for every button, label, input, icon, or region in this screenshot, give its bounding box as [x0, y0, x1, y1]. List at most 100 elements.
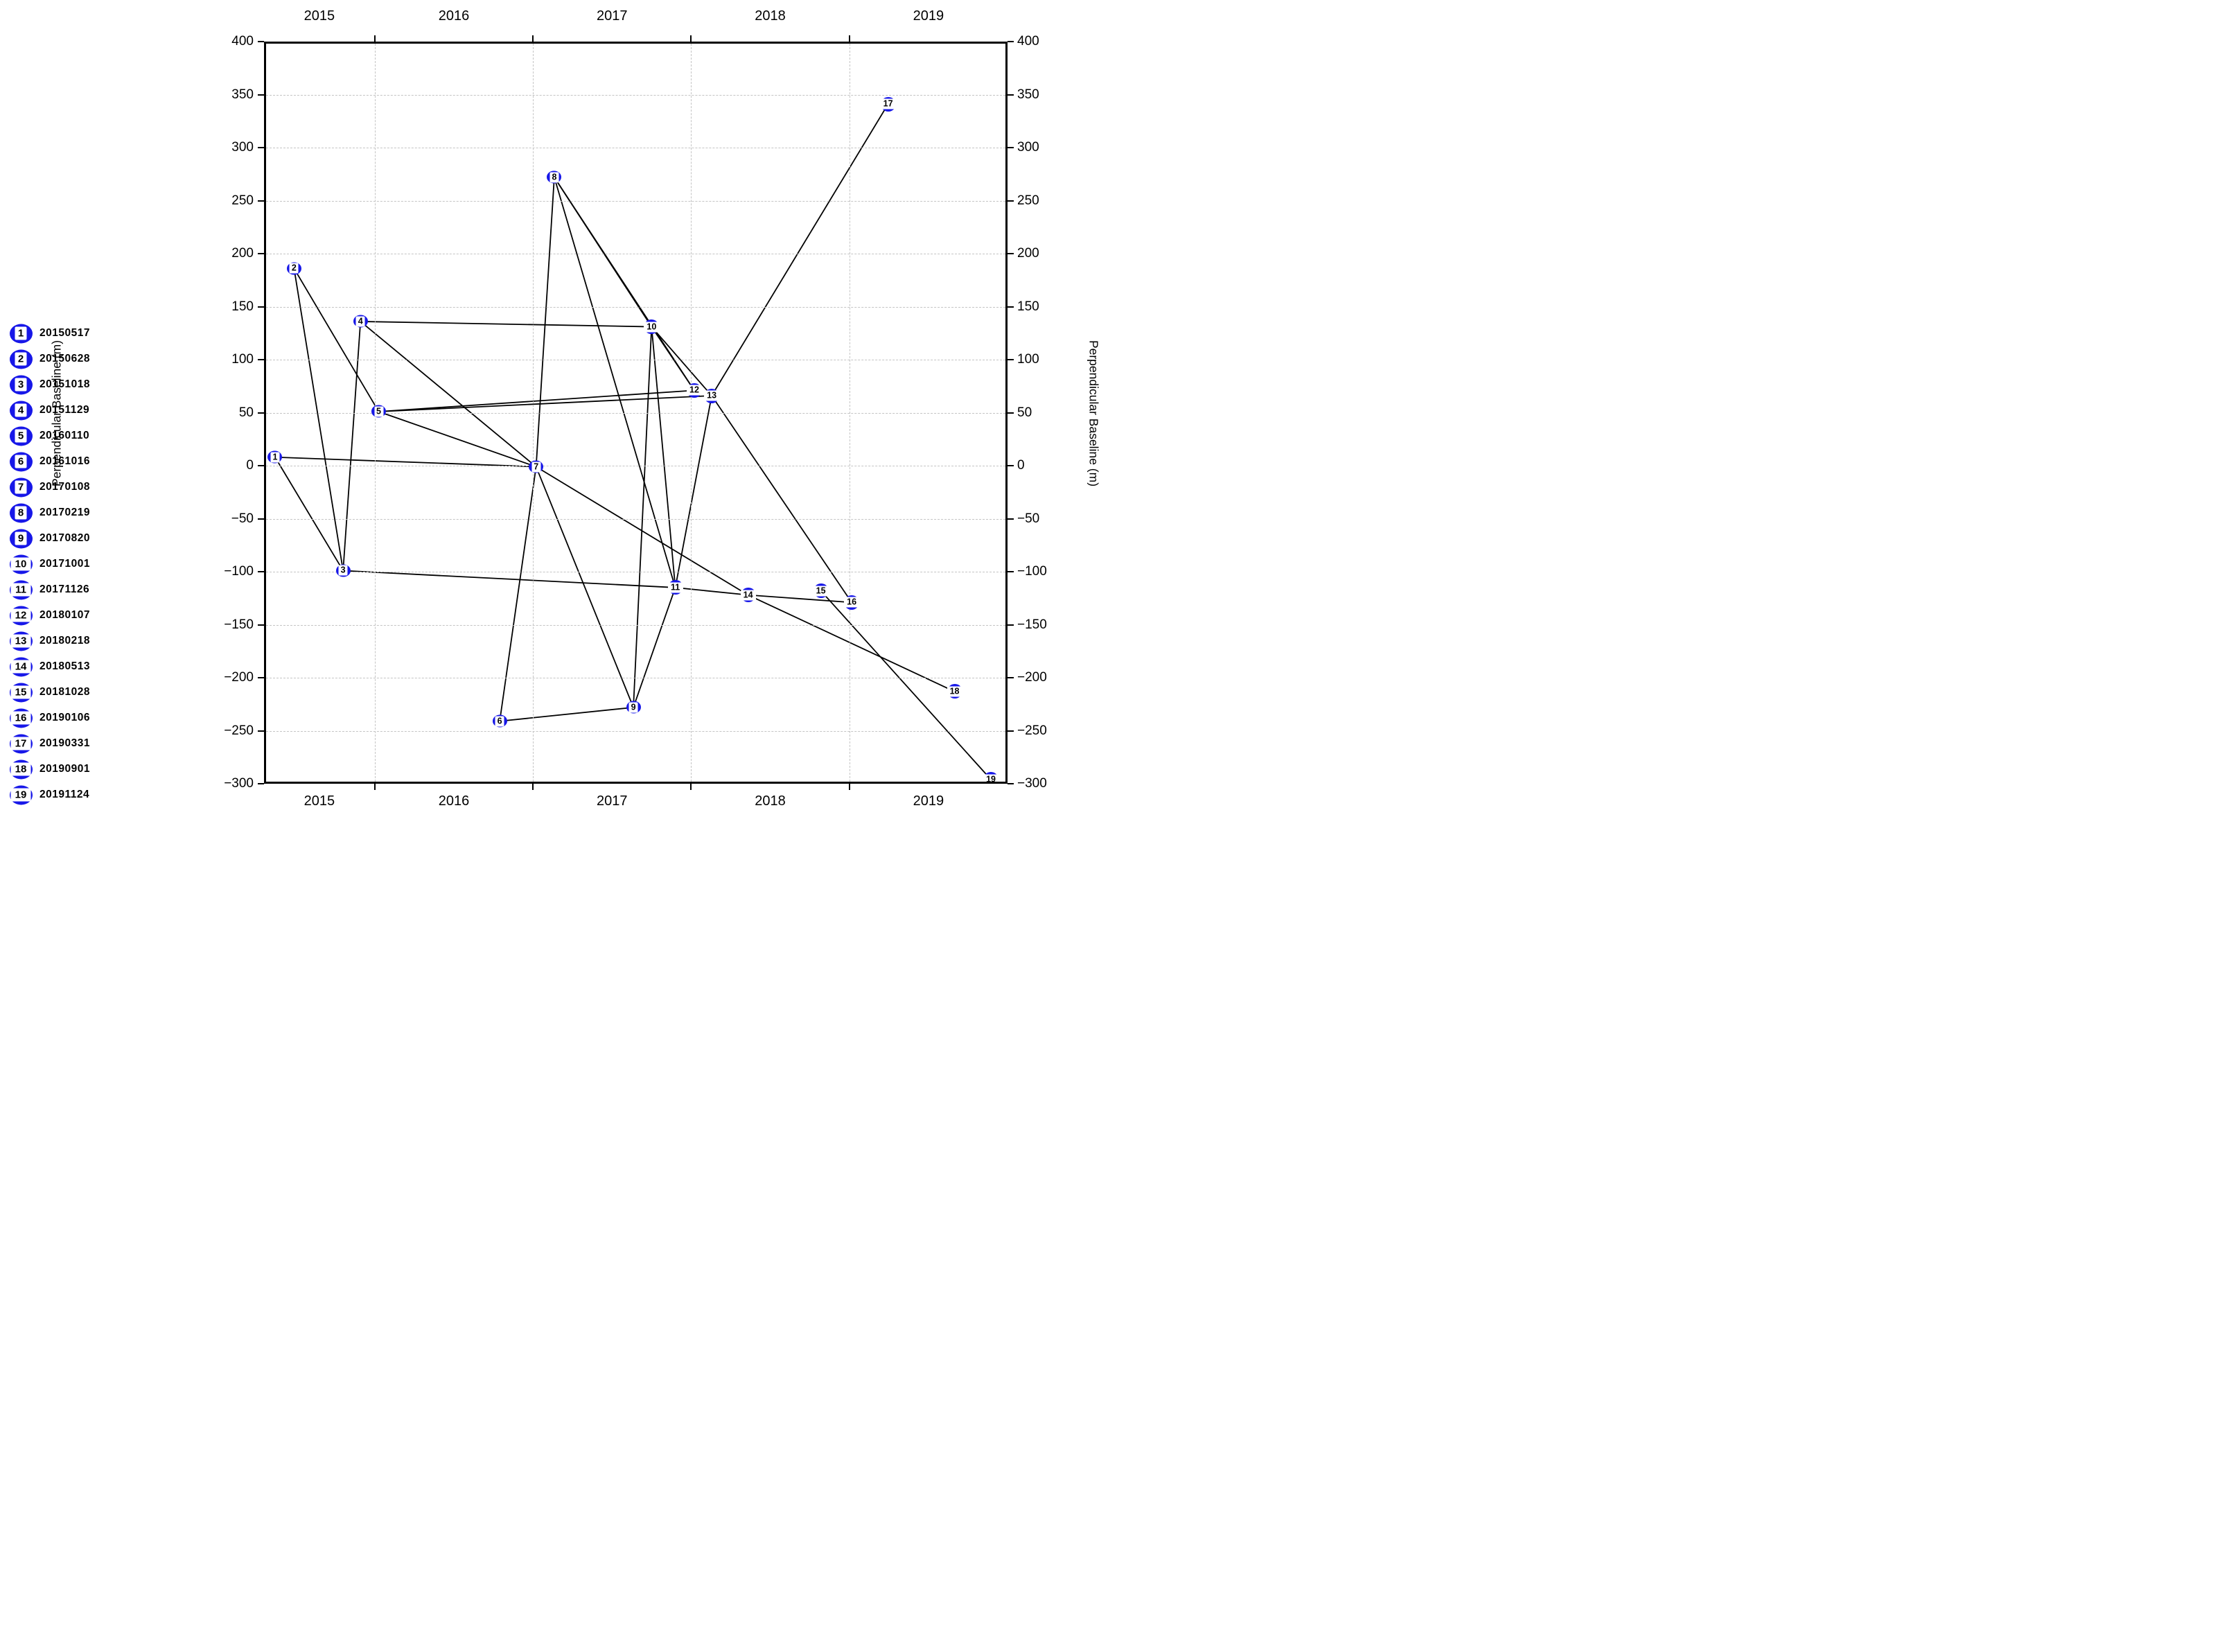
legend-number: 16	[10, 711, 31, 725]
pair-line-2-5	[293, 267, 380, 412]
legend-date: 20190901	[39, 763, 90, 775]
legend-item-15: 15 20181028	[0, 682, 159, 703]
legend-item-17: 17 20190331	[0, 733, 159, 754]
y-tick-label-right: 250	[1017, 193, 1039, 208]
y-tick	[258, 147, 264, 148]
node-number: 19	[983, 774, 999, 782]
y-tick-label-right: 400	[1017, 34, 1039, 49]
pair-line-1-7	[274, 456, 536, 468]
pair-line-3-11	[343, 570, 676, 588]
scene-node-15: 15	[813, 583, 829, 599]
baseline-network-plot: 1 20150517 2 20150628 3 20151018 4 20151129 5 201…	[0, 0, 1117, 826]
y-tick	[1008, 253, 1014, 254]
y-tick-label-left: −100	[224, 564, 254, 579]
y-tick-label-right: 100	[1017, 352, 1039, 367]
y-tick-label-right: 150	[1017, 299, 1039, 314]
legend-item-18: 18 20190901	[0, 759, 159, 780]
x-year-label-top: 2016	[438, 8, 470, 24]
legend-marker-icon: 17	[9, 734, 33, 753]
gridline-y	[266, 94, 1005, 96]
y-tick-label-left: −50	[231, 511, 254, 526]
legend-number: 14	[10, 660, 31, 674]
node-number: 18	[947, 686, 962, 697]
pair-line-5-7	[378, 411, 536, 468]
x-tick	[373, 784, 376, 790]
y-tick	[258, 571, 264, 572]
gridline-y	[266, 412, 1005, 414]
y-tick	[1008, 677, 1014, 678]
legend-date: 20190106	[39, 712, 90, 723]
legend-marker-icon: 12	[9, 606, 33, 625]
legend-date: 20180513	[39, 660, 90, 672]
y-tick	[258, 359, 264, 360]
node-number: 3	[338, 565, 348, 576]
y-tick-label-right: 300	[1017, 140, 1039, 155]
y-tick-label-left: 150	[231, 299, 254, 314]
y-tick-label-left: 50	[238, 405, 254, 420]
y-tick	[258, 94, 264, 96]
legend-number: 10	[10, 557, 31, 571]
legend-date: 20150628	[39, 353, 90, 364]
legend-marker-icon: 9	[9, 529, 33, 548]
legend-number: 4	[15, 403, 27, 417]
x-year-label-top: 2017	[597, 8, 628, 24]
y-tick-label-right: −100	[1017, 564, 1047, 579]
node-number: 13	[704, 390, 720, 401]
legend-marker-icon: 7	[9, 477, 33, 497]
y-tick	[258, 624, 264, 626]
y-tick	[258, 200, 264, 202]
pair-line-5-12	[378, 389, 695, 412]
node-number: 7	[531, 462, 541, 473]
legend-date: 20180107	[39, 609, 90, 621]
scene-node-11: 11	[667, 580, 683, 595]
legend-number: 12	[10, 608, 31, 622]
legend-number: 3	[15, 378, 27, 392]
legend-number: 8	[15, 506, 27, 520]
legend-date: 20150517	[39, 327, 90, 339]
legend-marker-icon: 8	[9, 503, 33, 522]
gridline-y	[266, 518, 1005, 520]
x-year-label-bottom: 2019	[913, 793, 944, 809]
x-tick	[373, 35, 376, 42]
legend-number: 17	[10, 737, 31, 750]
legend-date: 20170219	[39, 507, 90, 518]
legend-number: 18	[10, 762, 31, 776]
scene-node-18: 18	[947, 684, 962, 699]
legend-marker-icon: 2	[9, 349, 33, 369]
y-tick	[1008, 94, 1014, 96]
legend-number: 2	[15, 352, 27, 366]
y-tick-label-right: 50	[1017, 405, 1032, 420]
legend-date: 20170108	[39, 481, 90, 493]
legend-date: 20170820	[39, 532, 90, 544]
scene-node-2: 2	[286, 262, 301, 275]
pair-line-6-7	[499, 466, 537, 721]
pair-line-3-4	[342, 321, 362, 571]
scene-node-19: 19	[983, 772, 999, 782]
node-number: 9	[628, 702, 638, 713]
legend-item-14: 14 20180513	[0, 656, 159, 677]
legend-item-2: 2 20150628	[0, 349, 159, 369]
pair-line-10-11	[651, 326, 676, 588]
legend-date: 20181028	[39, 686, 90, 698]
scene-node-8: 8	[547, 170, 562, 184]
y-tick-label-left: 250	[231, 193, 254, 208]
node-number: 1	[270, 452, 280, 463]
legend-item-9: 9 20170820	[0, 528, 159, 549]
y-tick-label-left: 350	[231, 87, 254, 102]
legend-item-1: 1 20150517	[0, 323, 159, 344]
legend-number: 7	[15, 480, 27, 494]
legend-date: 20180218	[39, 635, 90, 647]
y-tick	[1008, 730, 1014, 732]
legend-number: 19	[10, 788, 31, 802]
node-number: 11	[667, 582, 683, 593]
legend-date: 20190331	[39, 737, 90, 749]
pair-line-4-10	[360, 321, 652, 328]
y-tick	[1008, 624, 1014, 626]
gridline-y	[266, 730, 1005, 732]
x-tick	[848, 784, 850, 790]
node-number: 2	[289, 263, 299, 274]
y-axis-title-right: Perpendicular Baseline (m)	[1087, 340, 1101, 487]
node-number: 17	[880, 98, 896, 109]
pair-line-13-16	[711, 395, 852, 603]
x-tick	[690, 35, 692, 42]
